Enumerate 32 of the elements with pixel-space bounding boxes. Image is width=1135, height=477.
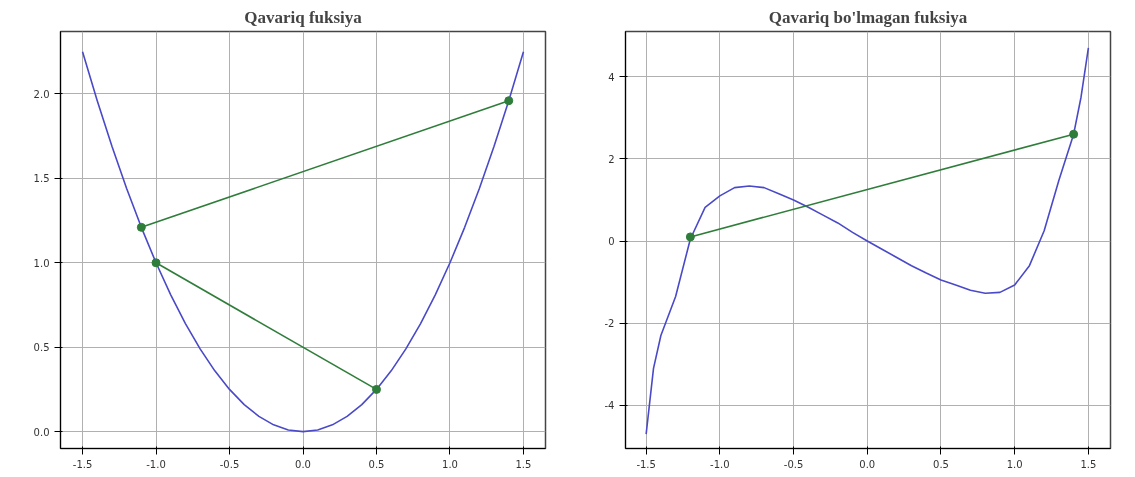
- point: [151, 258, 161, 268]
- x-tick-label: 0.5: [368, 458, 385, 470]
- x-tick-label: -1.0: [710, 458, 730, 470]
- line-series: [81, 50, 525, 433]
- chart-title: Qavariq fuksiya: [244, 7, 363, 27]
- x-tick-label: -1.5: [72, 458, 93, 470]
- chart-title: Qavariq bo'lmagan fuksiya: [768, 7, 968, 27]
- y-tick-label: -2: [604, 318, 615, 330]
- x-tick-label: -1.5: [636, 458, 656, 470]
- x-tick-label: -0.5: [219, 458, 240, 470]
- x-tick-label: 1.0: [442, 458, 458, 470]
- y-tick-label: -4: [604, 400, 615, 412]
- y-tick-label: 2.0: [33, 88, 50, 100]
- x-tick-label: 0.5: [933, 458, 949, 470]
- x-tick-label: 1.0: [1006, 458, 1023, 470]
- point: [136, 222, 146, 232]
- y-tick-label: 1.5: [33, 173, 50, 185]
- x-tick-label: 1.5: [1080, 458, 1097, 470]
- x-tick-label: 0.0: [859, 458, 876, 470]
- y-tick-label: 0.5: [33, 342, 50, 354]
- y-tick-label: 4: [608, 71, 615, 83]
- y-tick-label: 0.0: [33, 426, 50, 438]
- y-tick-label: 1.0: [33, 257, 50, 269]
- line-series: [645, 47, 1090, 435]
- point: [371, 384, 381, 394]
- x-tick-label: 1.5: [515, 458, 532, 470]
- x-tick-label: -0.5: [783, 458, 804, 470]
- y-tick-label: 2: [608, 153, 615, 165]
- y-tick-label: 0: [608, 236, 615, 248]
- x-tick-label: 0.0: [295, 458, 311, 470]
- point: [504, 96, 514, 106]
- x-tick-label: -1.0: [146, 458, 166, 470]
